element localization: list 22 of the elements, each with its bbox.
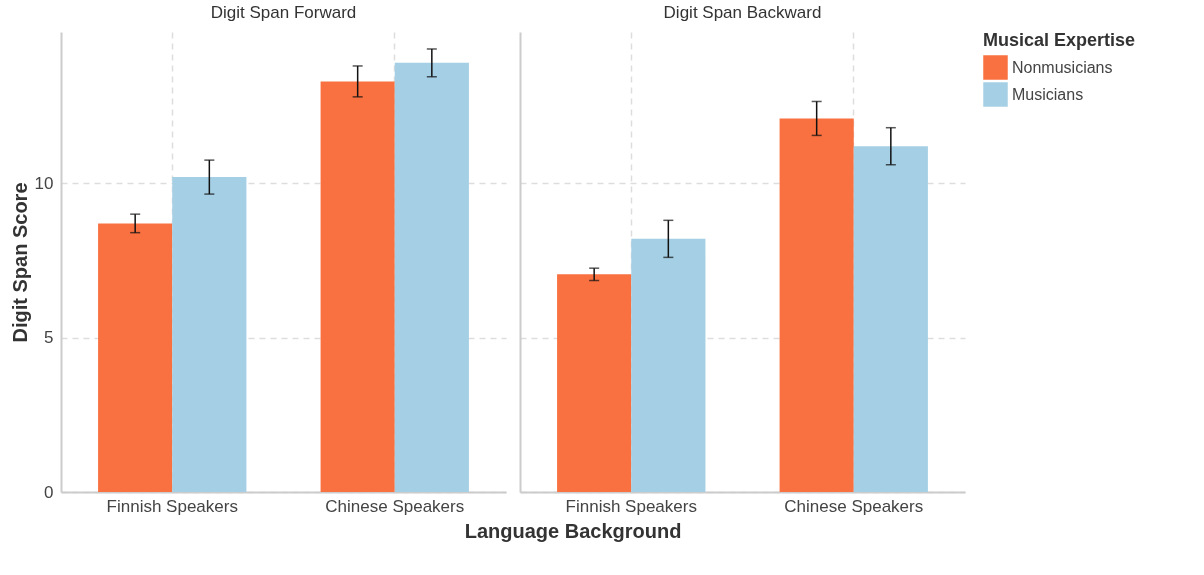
bar <box>98 223 173 492</box>
bar <box>779 118 854 492</box>
chart-title: Digit Span Forward <box>210 3 357 22</box>
bar <box>172 177 247 492</box>
x-tick-label: Chinese Speakers <box>784 496 924 516</box>
x-tick-label: Finnish Speakers <box>106 496 238 516</box>
x-axis-title: Language Background <box>464 520 682 542</box>
legend-label: Musicians <box>1012 85 1084 103</box>
chart-title: Digit Span Backward <box>663 3 822 22</box>
y-tick-label: 5 <box>44 328 54 348</box>
legend-title: Musical Expertise <box>983 30 1136 50</box>
bar <box>631 238 706 492</box>
legend-label: Nonmusicians <box>1012 58 1113 76</box>
x-tick-label: Finnish Speakers <box>565 496 697 516</box>
bar <box>853 146 928 492</box>
y-tick-label: 0 <box>44 482 54 502</box>
y-tick-label: 10 <box>34 173 54 193</box>
y-axis-title: Digit Span Score <box>8 182 31 343</box>
bar <box>320 81 395 492</box>
bar <box>394 62 469 492</box>
bar <box>557 274 632 492</box>
x-tick-label: Chinese Speakers <box>325 496 465 516</box>
